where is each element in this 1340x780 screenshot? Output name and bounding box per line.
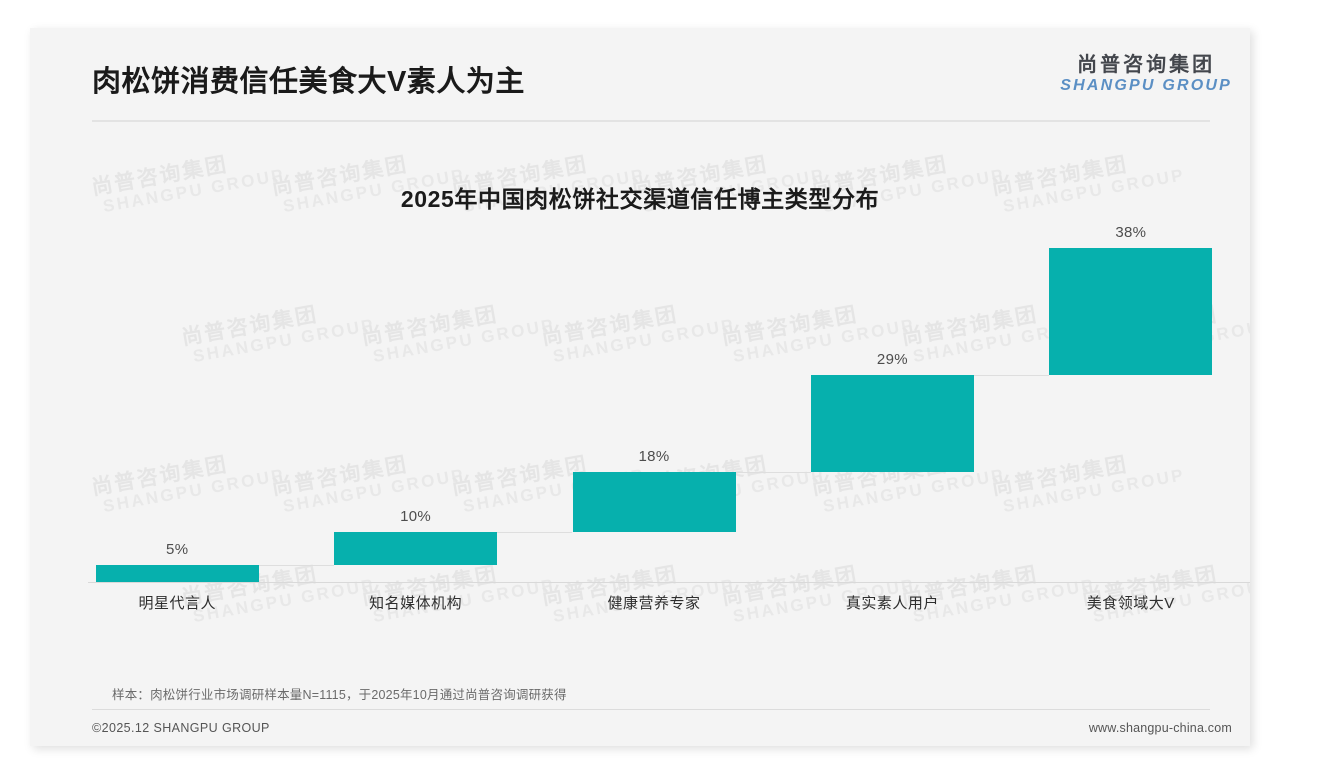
bar-2[interactable] [334, 531, 498, 566]
brand-logo: 尚普咨询集团 SHANGPU GROUP [1060, 54, 1232, 95]
bar-value-label: 29% [876, 350, 908, 368]
waterfall-chart-plot: 5% 明星代言人 10% 知名媒体机构 18% 健康营养专家 29% 真实素人用户 38% 美食领… [58, 224, 1250, 670]
category-label-3: 健康营养专家 [607, 595, 701, 612]
brand-logo-en: SHANGPU GROUP [1060, 77, 1232, 94]
bar-value-label: 18% [638, 447, 670, 465]
axis-baseline [88, 582, 1250, 583]
category-label-2: 知名媒体机构 [369, 595, 463, 612]
category-label-4: 真实素人用户 [845, 595, 939, 612]
category-label-1: 明星代言人 [138, 595, 216, 612]
category-label-5: 美食领域大V [1086, 595, 1175, 612]
footer-website: www.shangpu-china.com [1088, 721, 1232, 735]
page-title: 肉松饼消费信任美食大V素人为主 [92, 66, 525, 98]
waterfall-connector [258, 565, 335, 567]
chart-title: 2025年中国肉松饼社交渠道信任博主类型分布 [400, 186, 880, 212]
bar-1[interactable] [95, 565, 259, 582]
footer-divider [92, 709, 1210, 710]
bar-3[interactable] [572, 471, 736, 532]
bar-value-label: 38% [1115, 224, 1147, 241]
brand-logo-cn: 尚普咨询集团 [1077, 54, 1216, 76]
bar-4[interactable] [810, 374, 974, 472]
waterfall-connector [973, 374, 1050, 376]
waterfall-connector [497, 531, 573, 533]
slide: 尚普咨询集团 SHANGPU GROUP 尚普咨询集团 SHANGPU GROUP 尚普… [30, 28, 1250, 746]
slide-footer: ©2025.12 SHANGPU GROUP www.shangpu-china… [30, 716, 1250, 746]
bar-5[interactable] [1049, 248, 1213, 375]
waterfall-connector [735, 471, 811, 473]
bar-value-label: 5% [166, 541, 189, 559]
footer-copyright: ©2025.12 SHANGPU GROUP [92, 721, 270, 735]
chart-area: 2025年中国肉松饼社交渠道信任博主类型分布 5% 明星代言人 10% 知名媒体机构 1… [30, 138, 1250, 668]
chart-footnote: 样本：肉松饼行业市场调研样本量N=1115，于2025年10月通过尚普咨询调研获… [112, 688, 567, 702]
slide-header: 肉松饼消费信任美食大V素人为主 尚普咨询集团 SHANGPU GROUP [30, 28, 1250, 120]
bar-value-label: 10% [400, 507, 432, 525]
header-divider [92, 120, 1210, 122]
